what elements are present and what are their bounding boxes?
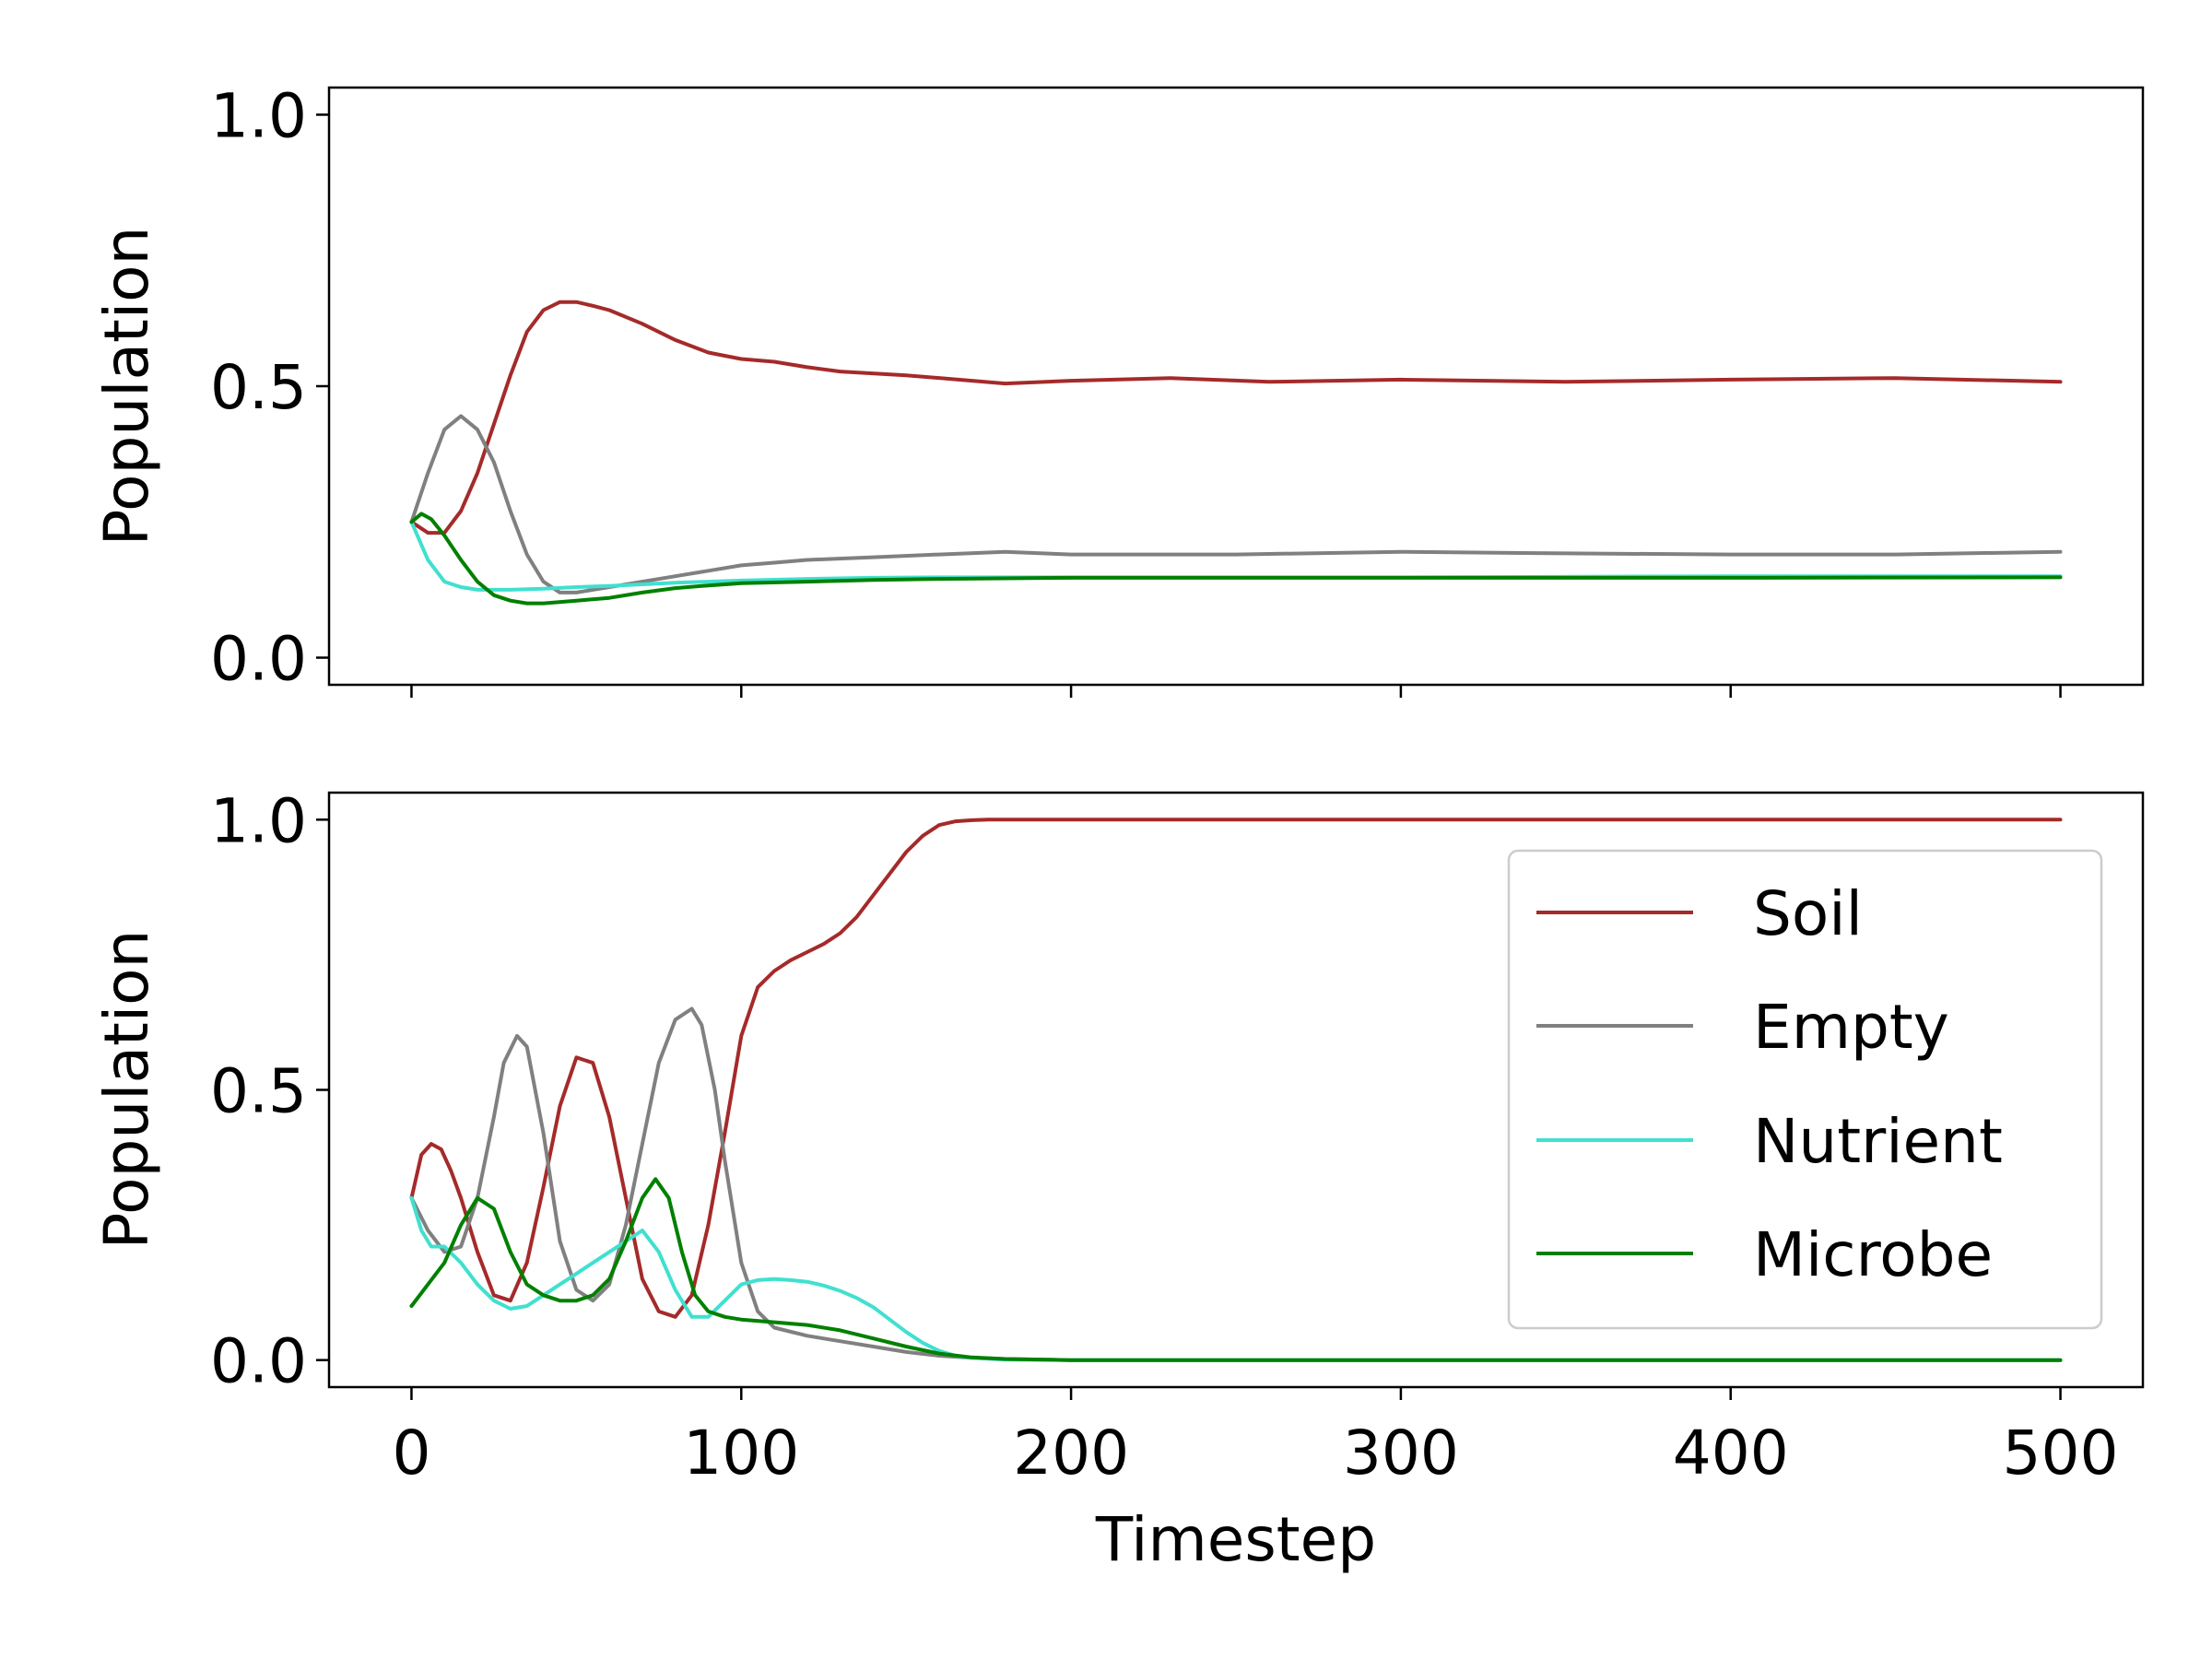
bottom-y-axis-label: Population: [91, 930, 162, 1250]
bottom-x-tick-label: 0: [392, 1418, 430, 1488]
bottom-series-empty-line: [409, 1006, 2063, 1362]
bottom-x-tick-label: 300: [1343, 1418, 1459, 1488]
bottom-x-tick-label: 500: [2003, 1418, 2119, 1488]
legend: Soil Empty Nutrient Microbe: [1507, 849, 2103, 1330]
top-y-axis-label: Population: [91, 227, 162, 547]
top-series-lines: [409, 300, 2063, 606]
bottom-y-tick-label: 0.0: [210, 1326, 307, 1397]
legend-label-nutrient: Nutrient: [1753, 1106, 2003, 1177]
legend-label-microbe: Microbe: [1753, 1219, 1993, 1290]
bottom-x-tick-label: 200: [1013, 1418, 1129, 1488]
bottom-x-ticks: 0 100 200 300 400 500: [392, 1387, 2119, 1488]
top-x-ticks: [410, 685, 2062, 698]
top-y-tick-label: 0.0: [210, 624, 307, 695]
top-y-tick-label: 0.5: [210, 352, 307, 423]
bottom-series-microbe-line: [409, 1177, 2063, 1362]
bottom-panel: 0.0 0.5 1.0 0 100 200 300 400 500 Population Ti…: [91, 785, 2145, 1575]
legend-box: [1507, 849, 2103, 1330]
bottom-y-ticks: 0.0 0.5 1.0: [210, 785, 329, 1397]
top-series-microbe-line: [409, 512, 2063, 606]
bottom-series-lines: [409, 818, 2063, 1362]
legend-label-soil: Soil: [1753, 878, 1863, 949]
top-y-tick-label: 1.0: [210, 80, 307, 151]
top-panel: 0.0 0.5 1.0 Population: [91, 80, 2145, 698]
bottom-y-tick-label: 0.5: [210, 1056, 307, 1127]
bottom-y-tick-label: 1.0: [210, 785, 307, 856]
bottom-series-soil-line: [409, 818, 2063, 1319]
bottom-x-tick-label: 100: [683, 1418, 799, 1488]
x-axis-label: Timestep: [1095, 1504, 1376, 1575]
legend-label-empty: Empty: [1753, 992, 1949, 1063]
top-y-ticks: 0.0 0.5 1.0: [210, 80, 329, 695]
top-series-empty-line: [409, 414, 2063, 594]
top-series-soil-line: [409, 300, 2063, 535]
bottom-x-tick-label: 400: [1673, 1418, 1789, 1488]
